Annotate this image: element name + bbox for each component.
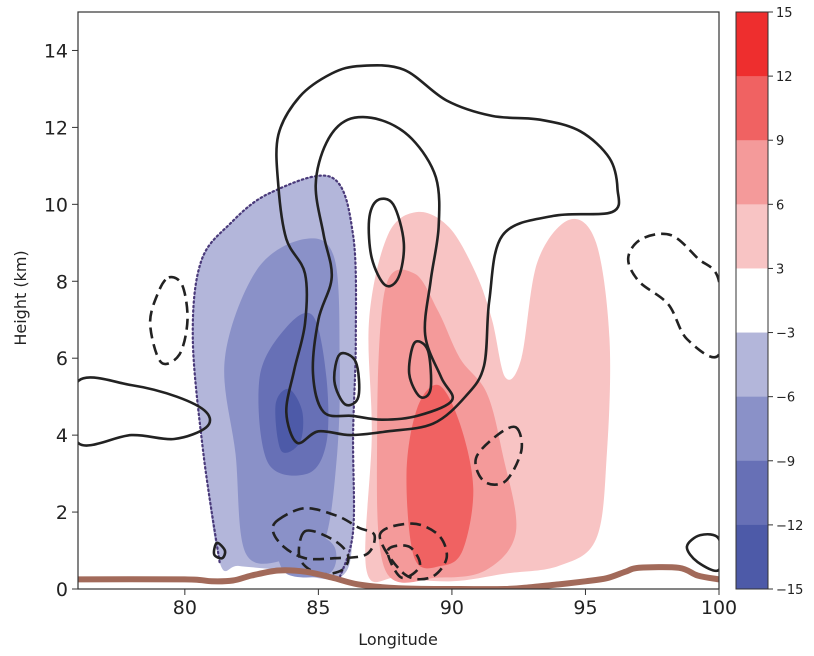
colorbar-tick-label-5: −3 [776, 327, 795, 342]
y-axis-ticks: 0 2 4 6 8 10 12 14 [44, 40, 78, 601]
plot-frame [77, 11, 720, 590]
y-tick-label-3: 6 [56, 348, 68, 370]
x-axis-ticks: 80 85 90 95 100 [173, 589, 737, 619]
colorbar-tick-label-9: −15 [776, 583, 803, 598]
colorbar-swatch-4 [736, 268, 768, 334]
y-tick-label-5: 10 [44, 194, 68, 216]
filled-region-3 [275, 388, 304, 453]
colorbar-tick-label-6: −6 [776, 391, 795, 406]
colorbar-swatch-7 [736, 460, 768, 526]
dashed-contour-14 [386, 544, 422, 580]
solid-contour-4 [407, 340, 433, 399]
colorbar-swatch-6 [736, 396, 768, 462]
x-tick-label-1: 85 [306, 597, 330, 619]
x-tick-label-3: 95 [573, 597, 597, 619]
filled-contours [192, 175, 611, 583]
solid-contour-6 [212, 541, 227, 560]
x-tick-label-0: 80 [173, 597, 197, 619]
solid-contour-0 [275, 63, 621, 445]
solid-contour-1 [311, 115, 455, 421]
y-tick-label-4: 8 [56, 271, 68, 293]
colorbar: 15 12 9 6 3 −3 −6 −9 −12 −15 [735, 6, 803, 598]
colorbar-tick-label-2: 9 [776, 134, 784, 149]
dashed-contour-12 [297, 529, 350, 576]
colorbar-swatch-8 [736, 524, 768, 590]
colorbar-tick-label-0: 15 [776, 6, 793, 21]
y-tick-label-7: 14 [44, 40, 68, 62]
dashed-contour-13 [378, 522, 449, 581]
x-tick-label-2: 90 [440, 597, 464, 619]
dashed-contour-8 [626, 232, 719, 359]
x-axis-label: Longitude [358, 630, 438, 649]
colorbar-swatch-5 [736, 332, 768, 398]
dashed-contour-10 [474, 425, 524, 486]
colorbar-tick-label-8: −12 [776, 519, 803, 534]
colorbar-swatch-2 [736, 140, 768, 205]
colorbar-frame [735, 11, 769, 590]
y-tick-label-6: 12 [44, 117, 68, 139]
colorbar-tick-label-7: −9 [776, 455, 795, 470]
colorbar-swatch-1 [736, 76, 768, 141]
filled-region-7 [406, 384, 474, 569]
colorbar-tick-label-3: 6 [776, 198, 784, 213]
x-tick-label-4: 100 [701, 597, 737, 619]
colorbar-swatch-0 [736, 12, 768, 77]
y-axis-label: Height (km) [11, 250, 30, 345]
colorbar-tick-label-1: 12 [776, 70, 793, 85]
solid-contour-7 [685, 532, 719, 573]
y-tick-label-2: 4 [56, 425, 68, 447]
dashed-contour-11 [271, 506, 377, 561]
solid-contour-2 [367, 197, 406, 288]
solid-contour-3 [332, 351, 361, 407]
colorbar-swatch-3 [736, 204, 768, 269]
filled-region-4 [276, 530, 337, 578]
solid-contour-5 [78, 376, 212, 447]
dashed-contour-9 [148, 275, 189, 366]
y-tick-label-1: 2 [56, 502, 68, 524]
y-tick-label-0: 0 [56, 579, 68, 601]
colorbar-tick-label-4: 3 [776, 262, 784, 277]
